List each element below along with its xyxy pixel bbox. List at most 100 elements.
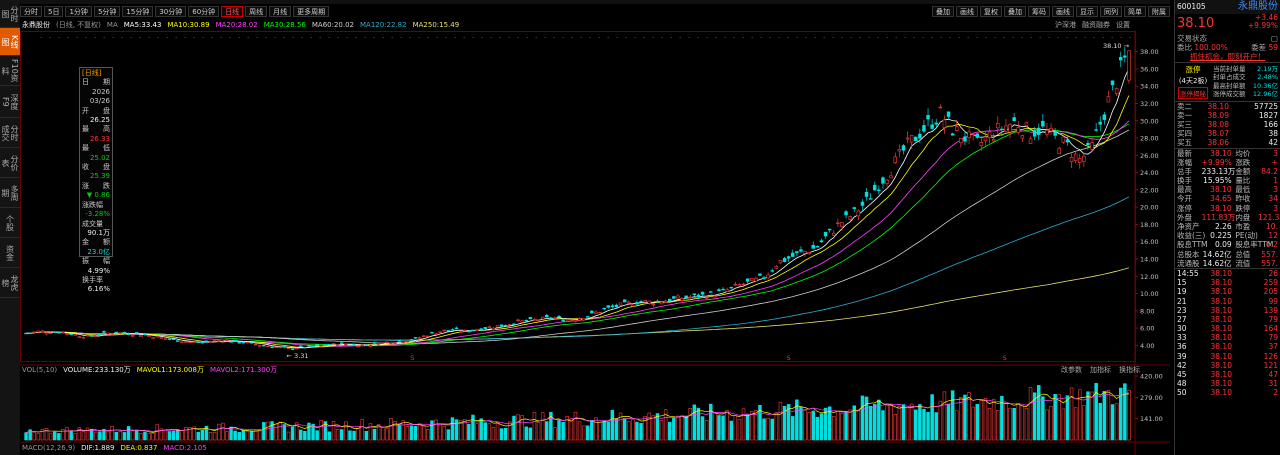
candle [823, 231, 828, 237]
open-account-link[interactable]: 抓住机会，即刻开户！ [1190, 52, 1265, 62]
left-nav-item[interactable]: 深度F9 [0, 86, 20, 118]
legend-right-button[interactable]: 设置 [1116, 21, 1130, 29]
toolbar-button[interactable]: 画线 [1052, 6, 1074, 17]
period-button[interactable]: 1分钟 [65, 6, 92, 17]
candle [610, 305, 615, 308]
limit-up-reveal-button[interactable]: 涨停揭秘 [1178, 87, 1208, 100]
tick-volume: 37 [1268, 342, 1278, 352]
volume-bar [266, 421, 270, 441]
tooltip-value: 跌 [103, 181, 110, 190]
volume-bar [430, 420, 434, 441]
period-toolbar: 分时 5日 1分钟 5分钟 15分钟 30分钟 60分钟 日线 周线 月线 更多周期 叠加 画线 复权 叠加… [20, 5, 1170, 18]
indicator-button[interactable]: 改参数 [1061, 366, 1082, 374]
left-nav-item[interactable]: 资金 [0, 238, 20, 268]
candle [372, 342, 377, 344]
signal-marker: S [787, 354, 791, 362]
tooltip-key: 金 [82, 238, 89, 247]
toolbar-button[interactable]: 叠加 [932, 6, 954, 17]
order-book-row: 买四 38.07 38 [1175, 129, 1280, 138]
volume-bar [323, 421, 328, 441]
mavol1-value: MAVOL1:173.008万 [136, 366, 204, 374]
toolbar-button[interactable]: 附属 [1148, 6, 1170, 17]
period-button[interactable]: 更多周期 [293, 6, 330, 17]
tick-row: 23 38.10 139 [1175, 306, 1280, 315]
kline-chart[interactable]: · · · · · · · · · · · · · · · · · · · · · · · · · · · · · · · · · · · · · · · ·… [20, 31, 1170, 455]
candle [1004, 125, 1008, 132]
quote-value: 1 [1273, 176, 1278, 186]
toolbar-button[interactable]: 简单 [1124, 6, 1146, 17]
candle [467, 330, 471, 333]
candle [442, 329, 446, 332]
left-nav-item[interactable]: 个股 [0, 208, 20, 238]
toolbar-button[interactable]: 复权 [980, 6, 1002, 17]
toolbar-button[interactable]: 显示 [1076, 6, 1098, 17]
volume-bar [192, 426, 196, 441]
toolbar-button[interactable]: 同列 [1100, 6, 1122, 17]
volume-bar [139, 433, 143, 441]
period-button[interactable]: 日线 [221, 6, 244, 17]
indicator-button[interactable]: 加指标 [1090, 366, 1111, 374]
legend-right-button[interactable]: 融资融券 [1082, 21, 1110, 29]
order-level: 买三 [1177, 119, 1192, 129]
volume-bar [721, 415, 725, 441]
volume-value: VOLUME:233.130万 [63, 366, 131, 374]
dif-value: DIF:1.889 [81, 444, 115, 452]
volume-bar [577, 421, 582, 441]
legend-right-button[interactable]: 沪深港 [1055, 21, 1076, 29]
volume-bar [1065, 395, 1070, 441]
volume-bar [950, 390, 955, 441]
candle [602, 307, 606, 310]
period-button[interactable]: 30分钟 [155, 6, 187, 17]
candle [860, 201, 865, 206]
ma120-label: MA120:22.82 [360, 21, 407, 29]
toolbar-button[interactable]: 叠加 [1004, 6, 1026, 17]
candle [1114, 88, 1119, 94]
candle [631, 304, 635, 307]
candle [221, 341, 225, 343]
volume-bar [446, 429, 451, 441]
volume-bar [225, 431, 229, 441]
left-nav-item[interactable]: 分时图 [0, 0, 20, 28]
marker-dot: · [616, 34, 618, 42]
toolbar-button[interactable]: 筹码 [1028, 6, 1050, 17]
volume-bar [602, 421, 606, 441]
tick-price: 38.10 [1210, 305, 1232, 315]
period-button[interactable]: 60分钟 [188, 6, 220, 17]
period-button[interactable]: 周线 [245, 6, 268, 17]
period-button[interactable]: 5日 [44, 6, 64, 17]
left-nav-item[interactable]: 分价表 [0, 148, 20, 178]
quote-key: 涨幅 [1177, 157, 1192, 167]
price-tick-label: 22.00 [1140, 186, 1159, 194]
left-nav-item[interactable]: K线图 [0, 28, 20, 56]
volume-bar [528, 427, 533, 441]
ma20-line [25, 120, 1130, 347]
indicator-button[interactable]: 换指标 [1119, 366, 1140, 374]
volume-bar [344, 421, 348, 441]
marker-dot: · [1039, 34, 1041, 42]
tick-row: 15 38.10 259 [1175, 278, 1280, 287]
stat-key: 最高封单额 [1213, 81, 1246, 90]
candle [893, 156, 897, 164]
order-book-row: 买五 38.06 42 [1175, 138, 1280, 147]
volume-bar [713, 413, 717, 441]
toolbar-button[interactable]: 画线 [956, 6, 978, 17]
trade-status: 交易状态 [1177, 34, 1207, 43]
period-button[interactable]: 5分钟 [93, 6, 121, 17]
period-button[interactable]: 月线 [269, 6, 292, 17]
quote-value: 3 [1273, 185, 1278, 195]
left-nav-item[interactable]: 分时成交 [0, 118, 20, 148]
volume-bar [311, 423, 315, 441]
volume-bar [372, 428, 377, 441]
volume-bar [659, 420, 664, 441]
marker-dot: · [634, 34, 636, 42]
left-nav-item[interactable]: 龙虎榜 [0, 268, 20, 298]
left-nav-item[interactable]: F10资料 [0, 56, 20, 86]
period-button[interactable]: 15分钟 [122, 6, 154, 17]
candle [487, 326, 492, 328]
volume-bar [840, 413, 844, 441]
candle [955, 126, 959, 131]
volume-bar [873, 404, 877, 441]
left-nav-item[interactable]: 多周期 [0, 178, 20, 208]
volume-bar [635, 421, 639, 441]
period-button[interactable]: 分时 [20, 6, 42, 17]
